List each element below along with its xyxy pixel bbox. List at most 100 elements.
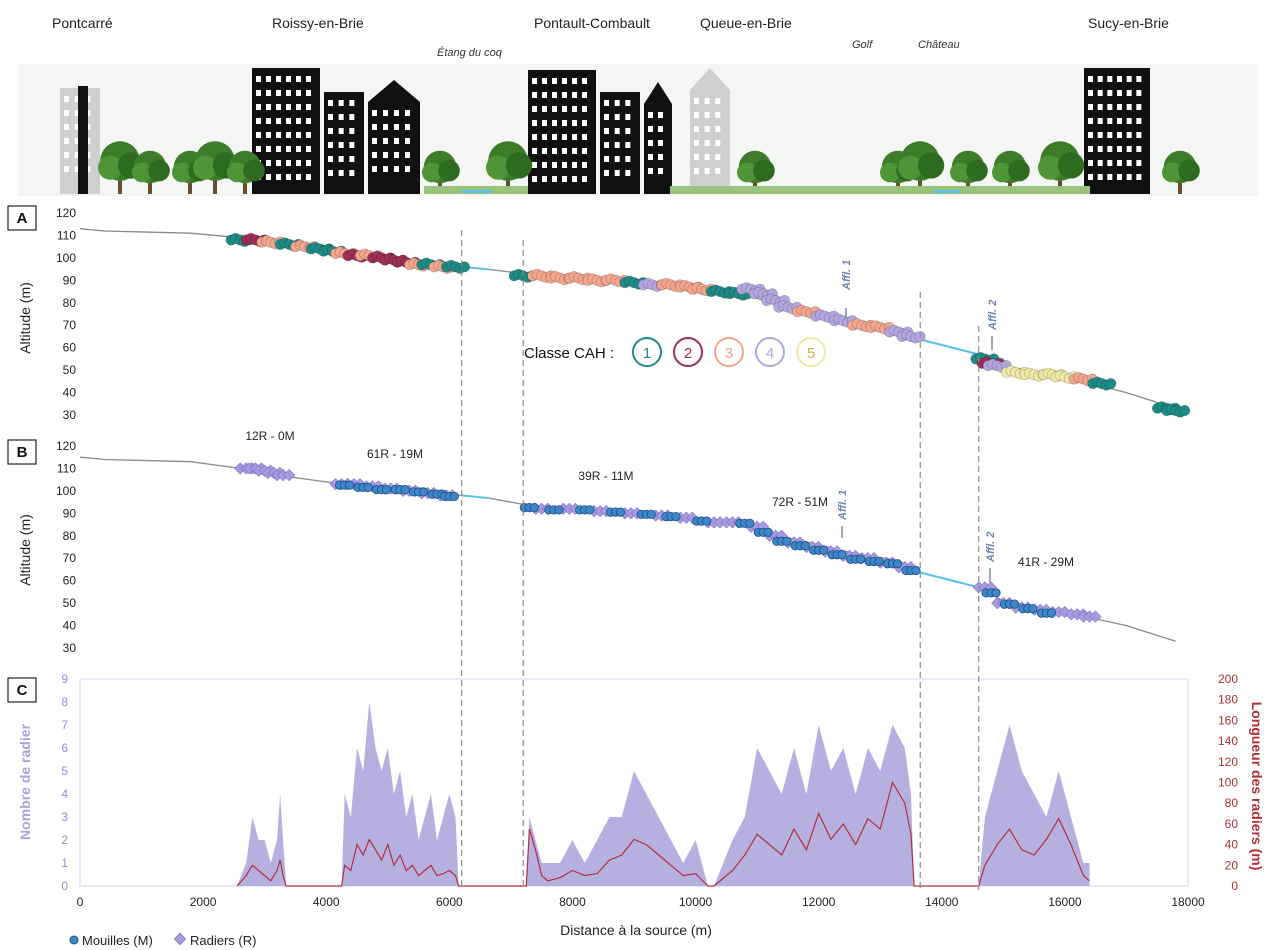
- y-left-tick-label: 4: [61, 787, 68, 801]
- building-window: [338, 114, 344, 120]
- building-window: [296, 104, 301, 110]
- building-window: [552, 78, 557, 84]
- building-window: [372, 110, 377, 116]
- building-window: [552, 92, 557, 98]
- building-window: [286, 146, 291, 152]
- pond: [462, 190, 492, 193]
- building-window: [256, 146, 261, 152]
- y-tick-label: 60: [63, 341, 77, 355]
- building-window: [306, 132, 311, 138]
- mouille-marker: [874, 556, 884, 567]
- mouille-marker: [418, 487, 429, 497]
- tree-crown: [966, 159, 988, 182]
- building-window: [74, 96, 80, 102]
- y-tick-label: 80: [63, 296, 77, 310]
- building-window: [286, 160, 291, 166]
- tree-crown: [898, 155, 923, 180]
- building-window: [394, 124, 399, 130]
- y-tick-label: 120: [56, 206, 76, 220]
- building-window: [74, 124, 80, 130]
- y-tick-label: 40: [63, 619, 77, 633]
- radier-count-area: [237, 702, 1090, 886]
- mouille-marker: [991, 588, 1001, 598]
- tree-crown: [1008, 159, 1030, 182]
- building-window: [1107, 174, 1113, 180]
- building-window: [704, 126, 710, 132]
- tree-trunk: [188, 177, 192, 194]
- building-window: [542, 134, 547, 140]
- town-label: Pontcarré: [52, 15, 113, 31]
- building-window: [552, 134, 557, 140]
- building-window: [552, 162, 557, 168]
- building-window: [328, 142, 333, 148]
- building-window: [276, 76, 281, 82]
- building-stripe: [78, 86, 88, 194]
- site-label: Château: [918, 39, 960, 51]
- x-tick-label: 16000: [1048, 895, 1082, 909]
- building-window: [1097, 132, 1103, 138]
- tributary-label: Affl. 2: [985, 532, 997, 563]
- mouilles-legend-label: Mouilles (M): [82, 933, 153, 948]
- building-window: [542, 162, 547, 168]
- cah-legend: Classe CAH : 1 2 3 4 5: [524, 337, 826, 367]
- town-label: Pontault-Combault: [534, 15, 650, 31]
- radier-marker: [1089, 610, 1102, 623]
- building-window: [572, 120, 577, 126]
- building-window: [286, 76, 291, 82]
- radier-marker: [713, 516, 727, 529]
- building-window: [658, 168, 663, 174]
- tributary-label: Affl. 1: [841, 260, 853, 291]
- cah-point: [1105, 378, 1117, 390]
- building-roof: [690, 68, 730, 90]
- y-left-tick-label: 9: [61, 672, 68, 686]
- building-window: [614, 170, 620, 176]
- tree-trunk: [918, 174, 922, 194]
- building-window: [266, 90, 271, 96]
- building-window: [552, 148, 557, 154]
- building-window: [532, 92, 537, 98]
- mouille-marker: [671, 511, 681, 522]
- cah-class-marker: [755, 337, 785, 367]
- building-window: [1136, 174, 1142, 180]
- building-window: [286, 90, 291, 96]
- building-window: [562, 148, 567, 154]
- building-window: [694, 168, 699, 174]
- x-tick-label: 0: [77, 895, 84, 909]
- y-right-tick-label: 140: [1218, 734, 1238, 748]
- tree-crown: [950, 162, 970, 183]
- tree-trunk: [213, 174, 217, 194]
- building-window: [256, 90, 261, 96]
- building-window: [296, 160, 301, 166]
- mouille-marker: [782, 536, 792, 546]
- building-window: [338, 128, 344, 134]
- building-window: [266, 160, 271, 166]
- building-window: [383, 152, 388, 158]
- tree-crown: [486, 155, 511, 180]
- mouille-marker: [529, 502, 539, 513]
- building-window: [296, 118, 301, 124]
- building-window: [582, 134, 587, 140]
- building-window: [1097, 76, 1103, 82]
- y-left-tick-label: 3: [61, 810, 68, 824]
- building-window: [1136, 118, 1142, 124]
- building-window: [604, 156, 609, 162]
- mouille-marker: [800, 541, 810, 551]
- tree-crown: [422, 162, 442, 183]
- building-window: [306, 76, 311, 82]
- building-window: [552, 176, 557, 182]
- tree-crown: [992, 162, 1012, 183]
- building-window: [405, 110, 410, 116]
- reach-label: 12R - 0M: [245, 429, 294, 443]
- y-tick-label: 110: [57, 228, 76, 242]
- cah-class-marker: [632, 337, 662, 367]
- building-window: [572, 134, 577, 140]
- building-window: [1097, 90, 1103, 96]
- x-tick-label: 12000: [802, 895, 836, 909]
- building-window: [572, 78, 577, 84]
- panel-label: B: [17, 444, 28, 461]
- building-window: [372, 166, 377, 172]
- building-window: [562, 106, 567, 112]
- building-window: [694, 126, 699, 132]
- y-right-tick-label: 60: [1225, 817, 1239, 831]
- building-window: [1126, 160, 1132, 166]
